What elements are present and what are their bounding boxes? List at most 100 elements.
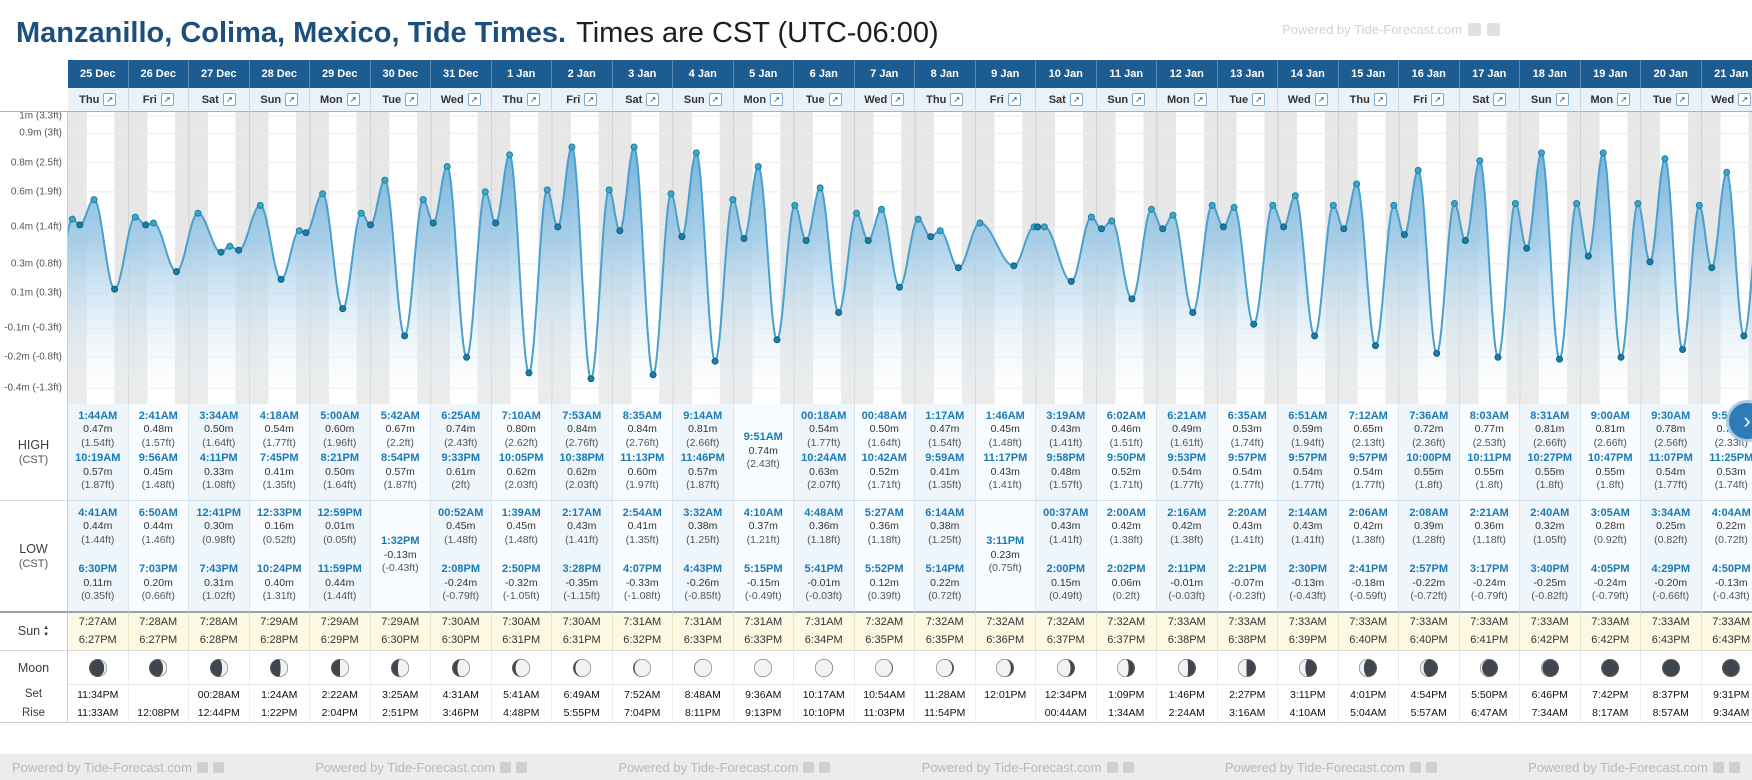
expand-day-icon[interactable]: ↗ xyxy=(891,93,905,106)
sunset-time: 6:32PM xyxy=(623,633,662,646)
moon-cell xyxy=(794,651,855,685)
tide-height-m: 0.74m xyxy=(748,444,778,457)
date-cell: 29 Dec xyxy=(310,60,371,88)
date-cell: 13 Jan xyxy=(1217,60,1278,88)
expand-day-icon[interactable]: ↗ xyxy=(828,93,842,106)
tide-time: 00:18AM xyxy=(801,410,847,422)
day-label: Mon xyxy=(319,93,343,106)
expand-day-icon[interactable]: ↗ xyxy=(1675,93,1689,106)
tide-time: 1:46AM xyxy=(985,410,1025,422)
expand-day-icon[interactable]: ↗ xyxy=(346,93,360,106)
low-tide-cell: 3:34AM 0.25m (0.82ft) 4:29PM -0.20m (-0.66ft) xyxy=(1641,501,1702,613)
moon-cell xyxy=(1399,651,1460,685)
social-icon xyxy=(803,761,815,773)
low-tide-point xyxy=(740,235,748,242)
expand-day-icon[interactable]: ↗ xyxy=(708,93,722,106)
sunset-time: 6:38PM xyxy=(1228,633,1267,646)
tide-height-ft: (1.25ft) xyxy=(686,533,720,546)
expand-day-icon[interactable]: ↗ xyxy=(1738,93,1752,106)
sun-row: Sun ▲ ▼ 7:27AM 6:27PM 7:28AM 6:27PM 7:28AM 6:2… xyxy=(0,613,1752,651)
tide-height-m: 0.50m xyxy=(869,423,899,436)
tide-height-ft: (1.8ft) xyxy=(1415,479,1443,492)
day-cell: Sun ↗ xyxy=(1096,88,1157,112)
expand-day-icon[interactable]: ↗ xyxy=(1617,93,1631,106)
tide-time: 11:17PM xyxy=(983,452,1028,465)
expand-day-icon[interactable]: ↗ xyxy=(1431,93,1445,106)
tide-entry: 9:57PM 0.54m (1.77ft) xyxy=(1339,451,1399,493)
sunrise-time: 7:33AM xyxy=(1530,616,1569,629)
tide-height-ft: (-0.72ft) xyxy=(1410,590,1448,603)
sunset-arrow-icon: ▼ xyxy=(43,631,50,638)
sunrise-time: 7:30AM xyxy=(562,616,601,629)
tide-height-m: 0.54m xyxy=(809,423,839,436)
expand-day-icon[interactable]: ↗ xyxy=(646,93,660,106)
tide-time: 9:57PM xyxy=(1348,452,1388,465)
sunset-time: 6:29PM xyxy=(320,633,359,646)
tide-entry: 00:37AM 0.43m (1.41ft) xyxy=(1036,506,1096,548)
tide-entry: 5:27AM 0.36m (1.18ft) xyxy=(855,506,915,548)
moonset-time: 1:46PM xyxy=(1157,685,1218,704)
tide-time: 3:34AM xyxy=(199,410,239,422)
footer-watermark: Powered by Tide-Forecast.com xyxy=(1528,760,1740,775)
expand-day-icon[interactable]: ↗ xyxy=(1555,93,1569,106)
expand-day-icon[interactable]: ↗ xyxy=(1193,93,1207,106)
expand-day-icon[interactable]: ↗ xyxy=(1069,93,1083,106)
tide-time: 11:13PM xyxy=(620,452,665,465)
tide-height-ft: (1.41ft) xyxy=(1049,533,1083,546)
sunrise-time: 7:31AM xyxy=(744,616,783,629)
expand-day-icon[interactable]: ↗ xyxy=(1007,93,1021,106)
expand-day-icon[interactable]: ↗ xyxy=(405,93,419,106)
expand-day-icon[interactable]: ↗ xyxy=(222,93,236,106)
moonset-time: 2:22AM xyxy=(310,685,371,704)
expand-day-icon[interactable]: ↗ xyxy=(1373,93,1387,106)
chart-row: 1m (3.3ft) 0.9m (3ft) 0.8m (2.5ft) 0.6m (1.… xyxy=(0,112,1752,404)
moonset-time: 7:42PM xyxy=(1580,685,1641,704)
tide-time: 1:32PM xyxy=(380,535,420,548)
tide-entry: 7:45PM 0.41m (1.35ft) xyxy=(250,451,310,493)
expand-day-icon[interactable]: ↗ xyxy=(160,93,174,106)
expand-day-icon[interactable]: ↗ xyxy=(285,93,299,106)
moonrise-time: 2:24AM xyxy=(1157,704,1218,723)
tide-height-ft: (-1.05ft) xyxy=(502,590,540,603)
tide-height-m: 0.44m xyxy=(143,520,173,533)
tide-height-m: 0.54m xyxy=(1293,465,1323,478)
expand-day-icon[interactable]: ↗ xyxy=(1493,93,1507,106)
tide-time: 9:53PM xyxy=(1167,452,1207,465)
sunrise-time: 7:32AM xyxy=(986,616,1025,629)
tide-entry: 2:08AM 0.39m (1.28ft) xyxy=(1399,506,1459,548)
date-cell: 17 Jan xyxy=(1459,60,1520,88)
tide-time: 1:39AM xyxy=(501,507,541,519)
expand-day-icon[interactable]: ↗ xyxy=(1132,93,1146,106)
tide-height-ft: (0.52ft) xyxy=(262,533,296,546)
tide-height-ft: (-0.43ft) xyxy=(381,562,419,575)
moonrise-time: 3:16AM xyxy=(1217,704,1278,723)
expand-day-icon[interactable]: ↗ xyxy=(526,93,540,106)
night-band xyxy=(1748,112,1752,404)
low-tide-point xyxy=(1067,277,1075,285)
low-tide-cell: 4:48AM 0.36m (1.18ft) 5:41PM -0.01m (-0.03ft) xyxy=(794,501,855,613)
expand-day-icon[interactable]: ↗ xyxy=(103,93,117,106)
tide-entry: 6:21AM 0.49m (1.61ft) xyxy=(1157,409,1217,451)
expand-day-icon[interactable]: ↗ xyxy=(950,93,964,106)
tide-height-ft: (-0.03ft) xyxy=(1168,590,1206,603)
high-tide-point xyxy=(443,163,451,170)
expand-day-icon[interactable]: ↗ xyxy=(1314,93,1328,106)
tide-height-m: 0.42m xyxy=(1353,520,1383,533)
high-tide-point xyxy=(256,201,264,209)
tide-height-ft: (-0.82ft) xyxy=(1531,590,1569,603)
sun-arrows[interactable]: ▲ ▼ xyxy=(43,625,49,638)
low-tide-cell: 2:00AM 0.42m (1.38ft) 2:02PM 0.06m (0.2ft) xyxy=(1096,501,1157,613)
expand-day-icon[interactable]: ↗ xyxy=(1252,93,1266,106)
tide-height-m: 0.53m xyxy=(1232,423,1262,436)
tide-height-m: 0.40m xyxy=(264,576,294,589)
tide-height-ft: (1.97ft) xyxy=(625,479,659,492)
low-tide-point xyxy=(616,227,624,235)
expand-day-icon[interactable]: ↗ xyxy=(467,93,481,106)
tide-height-ft: (1.64ft) xyxy=(867,436,901,449)
expand-day-icon[interactable]: ↗ xyxy=(770,93,784,106)
day-cell: Tue ↗ xyxy=(1217,88,1278,112)
day-label: Sun xyxy=(1107,93,1129,106)
low-tide-point xyxy=(587,375,595,383)
tide-height-ft: (1.77ft) xyxy=(1291,479,1325,492)
expand-day-icon[interactable]: ↗ xyxy=(584,93,598,106)
